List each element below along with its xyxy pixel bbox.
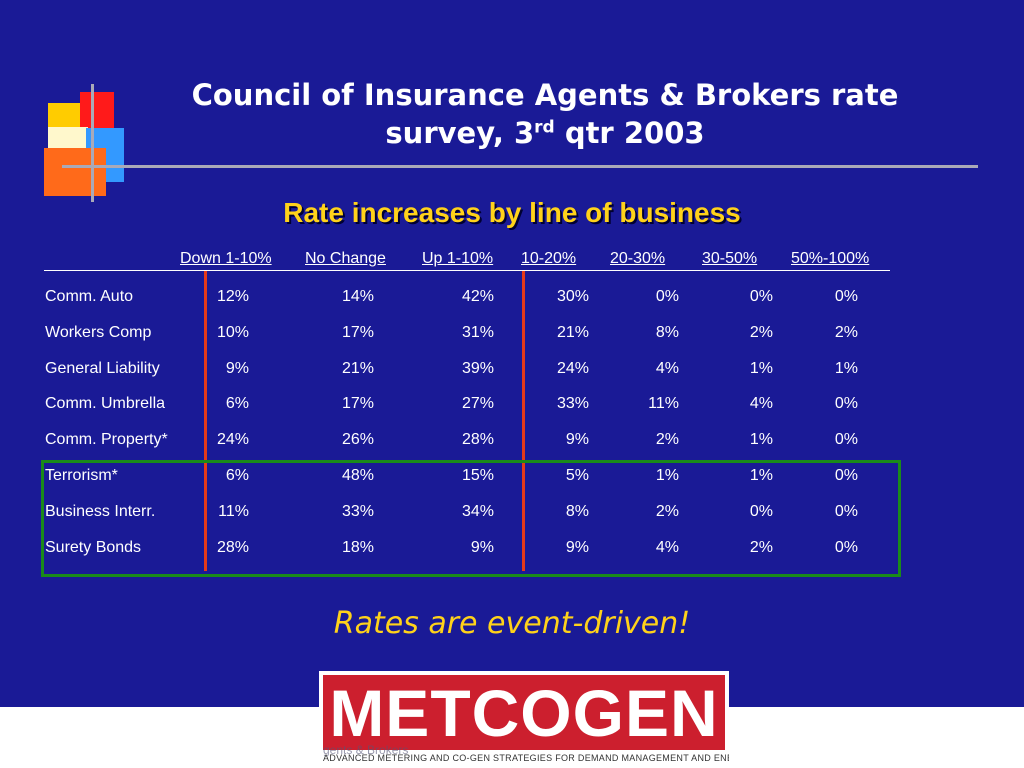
column-header: No Change [305, 250, 386, 267]
table-cell: 21% [341, 360, 374, 377]
table-cell: 2% [655, 503, 679, 520]
table-cell: 0% [834, 395, 858, 412]
row-category: Comm. Auto [45, 288, 134, 305]
table-cell: 1% [749, 467, 773, 484]
decor-vertical-line [91, 84, 94, 202]
column-header: 50%-100% [791, 250, 870, 267]
table-cell: 9% [225, 360, 249, 377]
table-cell: 9% [565, 431, 589, 448]
table-cell: 11% [648, 395, 679, 412]
table-cell: 0% [834, 467, 858, 484]
row-category: Comm. Umbrella [45, 395, 166, 412]
table-cell: 33% [556, 395, 589, 412]
decor-horizontal-line [62, 165, 978, 168]
table-cell: 31% [461, 324, 494, 341]
table-cell: 28% [461, 431, 494, 448]
table-cell: 34% [461, 503, 494, 520]
table-cell: 26% [341, 431, 374, 448]
title-superscript: rd [534, 117, 555, 138]
slide-subtitle: Rate increases by line of business [283, 197, 741, 228]
decor-square-red [80, 92, 114, 128]
logo-tagline: ADVANCED METERING AND CO-GEN STRATEGIES … [323, 753, 729, 763]
table-cell: 24% [556, 360, 589, 377]
table-cell: 4% [655, 360, 679, 377]
title-line-1: Council of Insurance Agents & Brokers ra… [191, 78, 899, 112]
table-cell: 2% [834, 324, 858, 341]
table-cell: 0% [749, 503, 773, 520]
row-category: Surety Bonds [45, 539, 142, 556]
table-cell: 6% [225, 467, 249, 484]
row-category: Workers Comp [45, 324, 152, 341]
column-header: 30-50% [702, 250, 758, 267]
decor-square-orange [44, 148, 106, 196]
table-cell: 0% [834, 503, 858, 520]
title-line-2-pre: survey, 3 [385, 116, 535, 150]
table-cell: 0% [834, 539, 858, 556]
logo-ghost-text: gents & Brokers [323, 743, 409, 757]
header-underline [44, 270, 890, 271]
row-category: Business Interr. [45, 503, 156, 520]
table-cell: 30% [556, 288, 589, 305]
row-category: Terrorism* [45, 467, 118, 484]
table-cell: 2% [655, 431, 679, 448]
table-cell: 0% [834, 288, 858, 305]
title-line-2: survey, 3rd qtr 2003 [120, 114, 970, 152]
logo-red-band [323, 675, 725, 750]
table-cell: 33% [341, 503, 374, 520]
no-change-highlight-box [204, 271, 525, 571]
table-cell: 11% [218, 503, 249, 520]
table-cell: 5% [565, 467, 589, 484]
table-cell: 8% [565, 503, 589, 520]
table-cell: 28% [216, 539, 249, 556]
table-cell: 4% [749, 395, 773, 412]
table-cell: 2% [749, 324, 773, 341]
column-header: Up 1-10% [422, 250, 494, 267]
table-cell: 12% [216, 288, 249, 305]
table-cell: 6% [225, 395, 249, 412]
table-cell: 10% [216, 324, 249, 341]
row-category: Comm. Property* [45, 431, 168, 448]
column-header: 10-20% [521, 250, 577, 267]
table-cell: 21% [556, 324, 589, 341]
table-cell: 17% [341, 395, 374, 412]
row-category: General Liability [45, 360, 160, 377]
table-cell: 8% [655, 324, 679, 341]
column-header: Down 1-10% [180, 250, 272, 267]
column-header: 20-30% [610, 250, 666, 267]
table-cell: 0% [749, 288, 773, 305]
table-cell: 27% [461, 395, 494, 412]
table-cell: 15% [461, 467, 494, 484]
table-cell: 48% [341, 467, 374, 484]
table-cell: 24% [216, 431, 249, 448]
slide-title: Council of Insurance Agents & Brokers ra… [120, 76, 970, 152]
metcogen-logo: METCOGEN gents & Brokers ADVANCED METERI… [319, 671, 729, 766]
table-cell: 1% [749, 360, 773, 377]
event-driven-note: Rates are event-driven! [333, 606, 691, 641]
table-cell: 1% [834, 360, 858, 377]
table-cell: 0% [655, 288, 679, 305]
table-cell: 42% [461, 288, 494, 305]
logo-wordmark: METCOGEN [329, 676, 719, 750]
table-cell: 39% [461, 360, 494, 377]
table-cell: 18% [341, 539, 374, 556]
table-cell: 4% [655, 539, 679, 556]
table-cell: 1% [749, 431, 773, 448]
table-cell: 1% [655, 467, 679, 484]
table-cell: 9% [565, 539, 589, 556]
table-cell: 2% [749, 539, 773, 556]
title-line-2-post: qtr 2003 [554, 116, 705, 150]
event-driven-highlight-box [41, 460, 901, 577]
table-cell: 14% [341, 288, 374, 305]
table-cell: 9% [470, 539, 494, 556]
table-cell: 0% [834, 431, 858, 448]
table-cell: 17% [341, 324, 374, 341]
